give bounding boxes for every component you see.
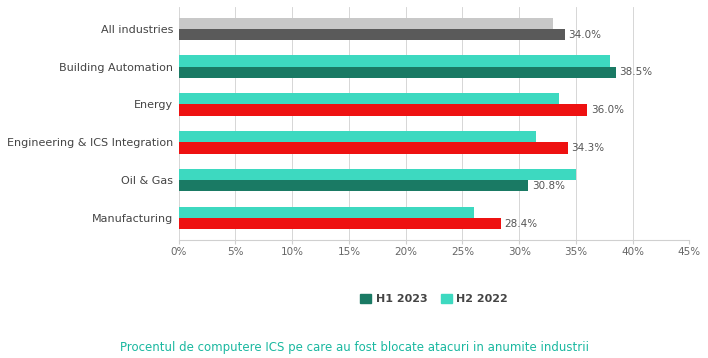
Bar: [178, 169, 576, 180]
Bar: [178, 55, 610, 67]
Bar: [178, 207, 474, 218]
Bar: [178, 18, 553, 29]
Bar: [178, 131, 536, 142]
Bar: [178, 93, 559, 105]
Legend: H1 2023, H2 2022: H1 2023, H2 2022: [355, 289, 513, 309]
Bar: [178, 218, 501, 229]
Bar: [178, 29, 565, 40]
Bar: [178, 180, 528, 192]
Text: 28.4%: 28.4%: [505, 218, 537, 228]
Text: 34.3%: 34.3%: [571, 143, 605, 153]
Text: 36.0%: 36.0%: [590, 105, 624, 115]
Bar: [178, 142, 568, 154]
Bar: [178, 67, 616, 78]
Text: 38.5%: 38.5%: [619, 67, 652, 77]
Bar: [178, 105, 588, 116]
Text: 34.0%: 34.0%: [568, 29, 601, 39]
Text: Procentul de computere ICS pe care au fost blocate atacuri in anumite industrii: Procentul de computere ICS pe care au fo…: [120, 342, 588, 354]
Text: 30.8%: 30.8%: [532, 181, 565, 191]
